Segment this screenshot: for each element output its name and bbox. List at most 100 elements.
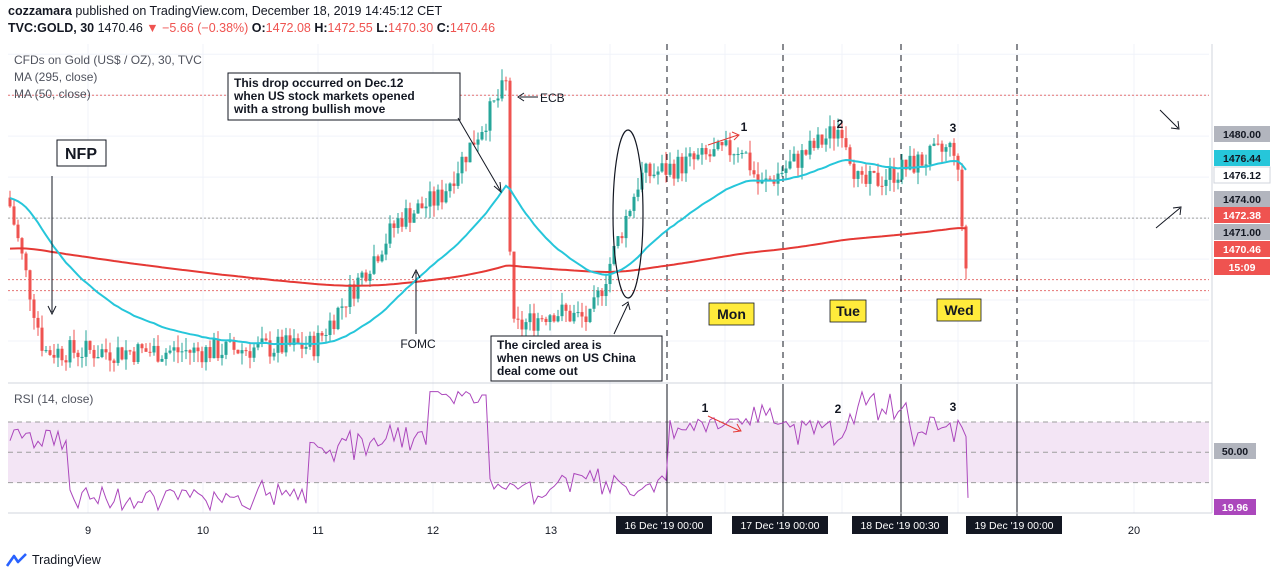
drop-note-line-2: with a strong bullish move xyxy=(233,102,386,116)
candle-body xyxy=(920,154,924,166)
time-tick: 10 xyxy=(197,525,209,537)
candle-body xyxy=(164,352,168,359)
day-label-box-0 xyxy=(708,302,755,326)
candle-body xyxy=(232,339,236,350)
price-tag-label: 1480.00 xyxy=(1223,129,1261,141)
candle-body xyxy=(176,347,180,353)
candle-body xyxy=(960,169,964,227)
candle-body xyxy=(708,154,712,157)
candle-body xyxy=(32,299,36,318)
candle-body xyxy=(192,347,196,353)
rsi-tag-bg xyxy=(1214,443,1256,459)
candle-body xyxy=(924,164,928,166)
candle-body xyxy=(300,343,304,349)
pane-frames xyxy=(8,44,1213,514)
candle-body xyxy=(204,347,208,363)
circle-note-line-2: deal come out xyxy=(497,364,578,378)
candle-body xyxy=(108,352,112,361)
candle-body xyxy=(720,141,724,146)
price-tag-label: 1470.46 xyxy=(1223,244,1261,256)
candle-body xyxy=(532,313,536,331)
candle-body xyxy=(768,178,772,180)
candle-body xyxy=(516,318,520,320)
price-tag-label: 1474.00 xyxy=(1223,194,1261,206)
price-tag-bg xyxy=(1214,191,1270,207)
price-level-lines xyxy=(8,94,1209,292)
fomc-arrow-head xyxy=(411,268,421,279)
candle-body xyxy=(264,338,268,341)
candle-body xyxy=(604,284,608,297)
candle-body xyxy=(888,166,892,180)
up-trend-arrow xyxy=(1155,206,1182,229)
candle-body xyxy=(432,191,436,206)
date-tag-bg xyxy=(732,516,828,534)
legend-label-1: MA (295, close) xyxy=(14,70,97,84)
price-tag-label: 1476.44 xyxy=(1223,153,1261,165)
rsi-tag-label: 19.96 xyxy=(1222,502,1248,514)
candle-body xyxy=(964,226,968,269)
tradingview-brand[interactable]: TradingView xyxy=(6,552,101,568)
fomc-label: FOMC xyxy=(400,337,436,351)
candle-body xyxy=(376,256,380,262)
candle-body xyxy=(876,172,880,186)
drop-note-line-0: This drop occurred on Dec.12 xyxy=(234,76,404,90)
candle-body xyxy=(20,238,24,254)
candle-body xyxy=(428,191,432,207)
candle-body xyxy=(952,142,956,156)
change: ▼ −5.66 (−0.38%) xyxy=(146,21,249,35)
candle-body xyxy=(156,345,160,362)
day-divider-lines xyxy=(666,44,1018,525)
candle-body xyxy=(36,317,40,328)
candle-body xyxy=(328,320,332,336)
candle-body xyxy=(64,360,68,363)
candle-body xyxy=(728,140,732,156)
candle-body xyxy=(124,350,128,360)
candle-body xyxy=(472,142,476,145)
candle-body xyxy=(560,304,564,317)
open-value: 1472.08 xyxy=(265,21,311,35)
candle-body xyxy=(832,126,836,139)
candle-body xyxy=(260,338,264,343)
candle-body xyxy=(392,223,396,228)
candle-body xyxy=(304,346,308,349)
candle-body xyxy=(456,173,460,186)
candle-body xyxy=(956,155,960,170)
candle-body xyxy=(680,156,684,174)
candle-body xyxy=(408,208,412,223)
candle-body xyxy=(464,156,468,163)
drop-note-box xyxy=(227,72,461,121)
author[interactable]: cozzamara xyxy=(8,4,72,18)
candle-body xyxy=(368,273,372,281)
candle-body xyxy=(684,156,688,174)
ecb-arrow xyxy=(517,92,538,102)
candle-body xyxy=(900,159,904,180)
candle-body xyxy=(452,183,456,186)
candle-body xyxy=(320,332,324,336)
date-tag-label: 16 Dec '19 00:00 xyxy=(624,520,703,532)
rsi-tag-bg xyxy=(1214,499,1256,515)
divergence-arrow-price xyxy=(707,131,740,146)
published-text: published on TradingView.com, December 1… xyxy=(75,4,443,18)
candle-body xyxy=(220,354,224,359)
price-tag-label: 1476.12 xyxy=(1223,170,1261,182)
candle-body xyxy=(668,163,672,175)
candle-body xyxy=(948,142,952,148)
candle-body xyxy=(644,163,648,173)
candle-body xyxy=(612,245,616,264)
candle-body xyxy=(200,351,204,363)
candle-body xyxy=(512,251,516,319)
date-tag-bg xyxy=(852,516,948,534)
candle-body xyxy=(704,148,708,155)
candle-body xyxy=(496,98,500,101)
high-label: H: xyxy=(314,21,328,35)
candle-body xyxy=(256,342,260,348)
candle-body xyxy=(112,360,116,363)
candle-body xyxy=(52,354,56,358)
candle-body xyxy=(168,350,172,353)
day-label-0: Mon xyxy=(717,306,746,322)
candle-body xyxy=(308,335,312,347)
candle-body xyxy=(528,313,532,323)
candle-body xyxy=(424,206,428,209)
candle-body xyxy=(748,152,752,171)
candle-body xyxy=(364,272,368,281)
